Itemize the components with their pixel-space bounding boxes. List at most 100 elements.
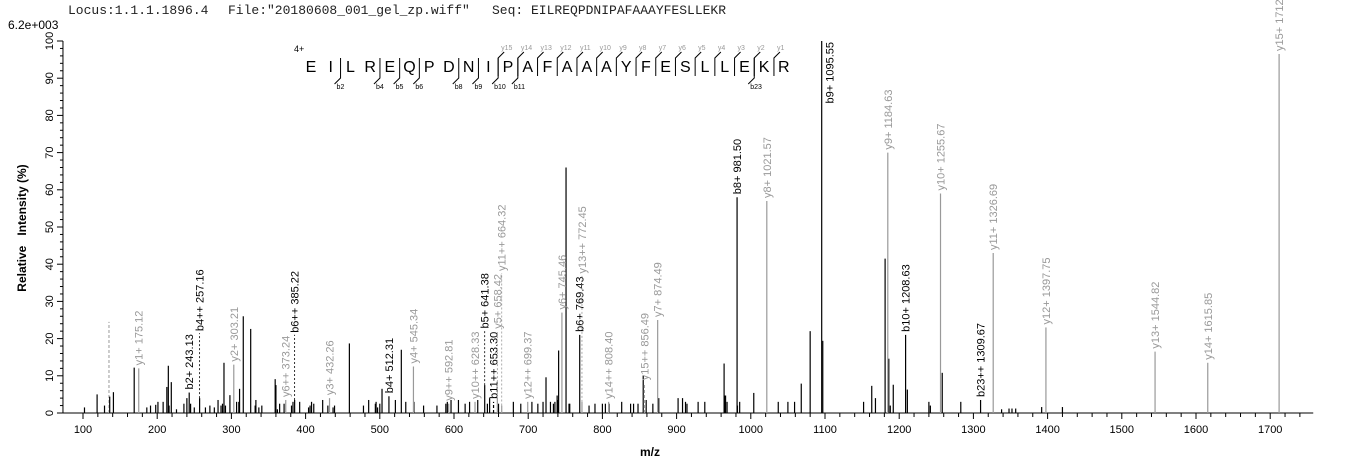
y-ion-label: y3+ 432.26 [325,340,337,395]
y-tick-label: 90 [44,72,56,84]
x-tick-label: 1300 [961,424,985,436]
x-tick-label: 1100 [813,424,837,436]
sequence-residue: P [503,59,514,76]
y-ion-label: y4+ 545.34 [408,309,420,364]
sequence-residue: Q [403,59,415,76]
y-tick-label: 70 [44,146,56,158]
sequence-residue: L [701,59,710,76]
y-tick-label: 30 [44,295,56,307]
y-ion-bracket [576,51,584,76]
x-tick-label: 100 [74,424,92,436]
sequence-residue: S [680,59,691,76]
y-ion-label: y6++ 373.24 [281,336,293,397]
x-tick-label: 700 [519,424,537,436]
b-ion-index: b11 [514,84,525,91]
sequence-residue: P [424,59,435,76]
x-axis-label: m/z [640,445,660,459]
b-ion-index: b10 [494,84,506,91]
sequence-residue: A [562,59,573,76]
y-ion-bracket [674,51,682,76]
y-ion-index: y9 [619,45,627,52]
y-ion-index: y11 [580,45,591,52]
y-ion-index: y2 [757,45,765,52]
y-ion-label: y13+ 1544.82 [1150,282,1162,349]
y-ion-label: y13++ 772.45 [577,206,589,273]
y-ion-index: y13 [541,45,552,52]
y-tick-label: 40 [44,258,56,270]
b-ion-bracket [452,58,460,85]
b-ion-bracket [472,58,479,85]
intensity-scale-label: 6.2e+003 [8,18,59,32]
x-tick-label: 1000 [739,424,763,436]
y-ion-index: y15 [501,45,512,52]
y-ion-label: y6+ 745.46 [557,255,569,310]
title-sequence: Seq: EILREQPDNIPAFAAAYFESLLEKR [492,3,726,18]
x-tick-label: 600 [445,424,463,436]
y-ion-label: y9+ 1184.63 [883,90,895,150]
y-ion-bracket [773,51,781,76]
y-tick-label: 10 [44,370,56,382]
x-tick-label: 200 [148,424,166,436]
b-ion-label: b4++ 257.16 [195,269,207,331]
sequence-residue: L [720,59,729,76]
x-tick-label: 1200 [887,424,911,436]
peak-labels: y1+ 175.12 b2+ 243.13 b4++ 257.16 y2+ 303.2… [134,0,1286,406]
b-ion-index: b8 [455,84,463,91]
y-ion-label: y2+ 303.21 [229,307,241,362]
b-ion-label: b4+ 512.31 [384,338,396,393]
sequence-residue: I [486,59,490,76]
sequence-residue: F [641,59,651,76]
y-tick-label: 80 [44,109,56,121]
x-tick-label: 800 [593,424,611,436]
y-ion-bracket [517,51,525,76]
y-ion-bracket [753,51,761,76]
y-ion-label: y12++ 699.37 [523,332,535,399]
y-tick-label: 60 [44,184,56,196]
x-tick-label: 1700 [1258,424,1282,436]
b-ion-index: b2 [337,84,345,91]
sequence-residue: N [463,59,475,76]
sequence-residue: Y [621,59,632,76]
sequence-residue: K [759,59,770,76]
y-ion-label: y11++ 664.32 [497,205,509,271]
charge-state-label: 4+ [294,44,304,54]
y-ion-index: y12 [560,45,571,52]
y-ion-bracket [655,51,663,76]
b-ion-index: b6 [415,84,423,91]
sequence-residue: F [543,59,553,76]
sequence-residue: E [660,59,671,76]
y-ion-bracket [615,51,623,76]
b-ion-index: b4 [376,84,384,91]
y-ion-index: y5 [698,45,706,52]
sequence-residue: E [739,59,750,76]
y-ion-index: y10 [600,45,611,52]
y-ion-bracket [497,51,505,76]
y-ion-index: y1 [777,45,785,52]
y-ion-bracket [635,51,643,76]
y-ion-index: y4 [718,45,726,52]
b-ion-label: b6++ 385.22 [290,271,302,333]
y-ion-bracket [734,51,741,76]
b-ion-bracket [393,58,401,85]
y-tick-label: 100 [44,32,56,50]
y-ion-index: y6 [678,45,686,52]
title-locus: Locus:1.1.1.1896.4 [68,3,209,18]
y-ion-index: y7 [659,45,667,52]
y-tick-label: 0 [44,410,56,416]
b-ion-index: b23 [750,84,762,91]
b-ion-label: b8+ 981.50 [732,139,744,194]
x-tick-label: 500 [371,424,389,436]
y-ion-label: y9++ 592.81 [444,340,456,401]
b-ion-label: b9+ 1095.55 [825,42,837,103]
x-tick-label: 1400 [1035,424,1059,436]
y-tick-label: 20 [44,332,56,344]
sequence-residue: E [306,59,317,76]
b-ion-label: b6+ 769.43 [575,277,587,332]
title-file: File:"20180608_001_gel_zp.wiff" [228,3,470,18]
y-ion-label: y14++ 808.40 [604,332,616,399]
sequence-residue: E [384,59,395,76]
y-ion-label: y11+ 1326.69 [988,184,1000,250]
sequence-residue: A [522,59,533,76]
y-ion-label: y5+ 658.42 [492,274,504,329]
